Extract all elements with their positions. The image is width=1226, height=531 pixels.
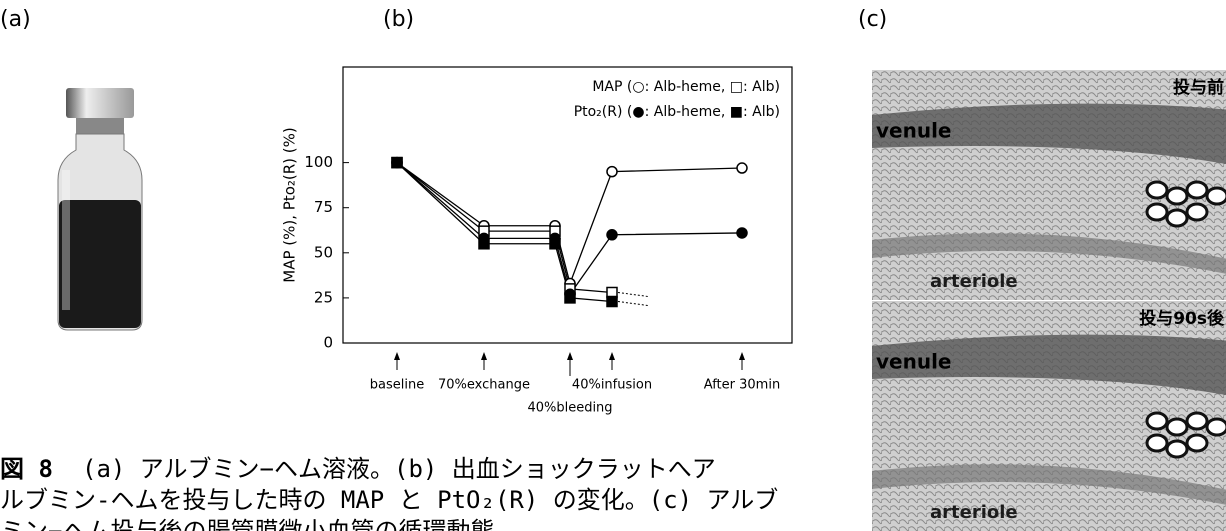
vessel-label: venule (876, 119, 952, 143)
cell (1167, 441, 1187, 457)
panel-label: (c) (858, 7, 887, 32)
point (607, 230, 617, 240)
arrow-head (609, 352, 615, 360)
caption-line: ミン−ヘム投与後の腸管膜微小血管の循環動態 (0, 517, 494, 531)
point (607, 167, 617, 177)
series-line (397, 163, 612, 293)
y-axis-label: MAP (%), Pto₂(R) (%) (281, 127, 299, 282)
series-line (397, 163, 742, 295)
cell (1147, 182, 1167, 198)
vessel-label: venule (876, 350, 952, 374)
y-tick-label: 100 (304, 153, 333, 171)
micrograph-caption: 投与90s後 (1139, 308, 1225, 329)
cell (1207, 419, 1226, 435)
dotted-continuation (618, 302, 648, 306)
x-tick-label: 40%infusion (572, 378, 652, 393)
cell (1187, 413, 1207, 429)
point (737, 228, 747, 238)
caption-line: (a) アルブミン−ヘム溶液。(b) 出血ショックラットへア (82, 455, 716, 483)
legend-entry: Pto₂(R) (●: Alb-heme, ■: Alb) (574, 104, 780, 120)
legend-entry: MAP (○: Alb-heme, □: Alb) (592, 79, 780, 95)
point (565, 293, 575, 303)
arrow-head (567, 352, 573, 360)
x-tick-label: After 30min (704, 378, 780, 393)
caption-label: 図 8 (0, 455, 53, 483)
cell (1167, 419, 1187, 435)
cell (1147, 435, 1167, 451)
dotted-continuation (618, 292, 648, 296)
arrow-head (739, 352, 745, 360)
x-tick-label: baseline (370, 378, 424, 393)
arrow-head (394, 352, 400, 360)
cell (1207, 188, 1226, 204)
point (737, 163, 747, 173)
vessel-label: arteriole (930, 502, 1018, 523)
cell (1187, 182, 1207, 198)
vessel-label: arteriole (930, 271, 1018, 292)
cell (1167, 188, 1187, 204)
x-tick-label: 70%exchange (438, 378, 530, 393)
caption-line: ルブミン-ヘムを投与した時の MAP と PtO₂(R) の変化。(c) アルブ (0, 486, 778, 514)
cell (1147, 413, 1167, 429)
point (607, 297, 617, 307)
cell (1187, 204, 1207, 220)
x-tick-label: 40%bleeding (527, 401, 612, 416)
point (479, 239, 489, 249)
micrograph-caption: 投与前 (1173, 77, 1224, 98)
series-line (397, 163, 742, 284)
cell (1147, 204, 1167, 220)
panel-label: (b) (383, 7, 414, 32)
y-tick-label: 75 (314, 198, 333, 216)
y-tick-label: 50 (314, 243, 333, 261)
vial-photo (58, 88, 142, 330)
y-tick-label: 0 (323, 334, 333, 352)
panel-label: (a) (0, 7, 31, 32)
point (392, 158, 402, 168)
y-tick-label: 25 (314, 288, 333, 306)
point (550, 239, 560, 249)
cell (1187, 435, 1207, 451)
cell (1167, 210, 1187, 226)
figure: (a) (b) (c) MAP (%), Pto₂(R) (%) MAP (○:… (0, 0, 1226, 531)
arrow-head (481, 352, 487, 360)
